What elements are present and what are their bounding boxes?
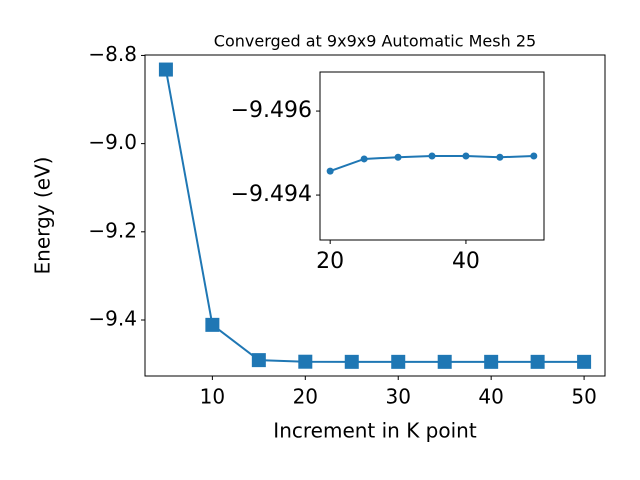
marker	[391, 354, 406, 369]
marker	[298, 354, 313, 369]
x-tick-label: 20	[293, 385, 318, 409]
x-tick-label: 20	[316, 249, 344, 274]
series-line	[164, 69, 585, 363]
marker	[344, 354, 359, 369]
y-tick-label: −9.4	[88, 307, 137, 331]
marker	[462, 152, 470, 160]
y-axis-label: Energy (eV)	[31, 157, 55, 275]
marker	[496, 153, 504, 161]
marker	[530, 152, 538, 160]
x-axis-label: Increment in K point	[273, 419, 477, 443]
chart-title: Converged at 9x9x9 Automatic Mesh 25	[214, 32, 536, 51]
marker	[205, 317, 220, 332]
marker	[326, 167, 334, 175]
y-tick-label: −9.496	[231, 98, 312, 123]
marker	[577, 354, 592, 369]
y-tick-label: −9.494	[231, 182, 312, 207]
marker	[251, 353, 266, 368]
marker	[428, 152, 436, 160]
marker	[360, 155, 368, 163]
marker	[530, 354, 545, 369]
marker	[437, 354, 452, 369]
y-tick-label: −8.8	[88, 42, 137, 66]
y-tick-label: −9.2	[88, 218, 137, 242]
x-tick-label: 10	[200, 385, 225, 409]
x-tick-label: 40	[452, 249, 480, 274]
x-tick-label: 30	[386, 385, 411, 409]
marker	[394, 153, 402, 161]
x-tick-label: 40	[478, 385, 503, 409]
marker	[484, 354, 499, 369]
x-tick-label: 50	[571, 385, 596, 409]
y-tick-label: −9.0	[88, 130, 137, 154]
marker	[158, 62, 173, 77]
